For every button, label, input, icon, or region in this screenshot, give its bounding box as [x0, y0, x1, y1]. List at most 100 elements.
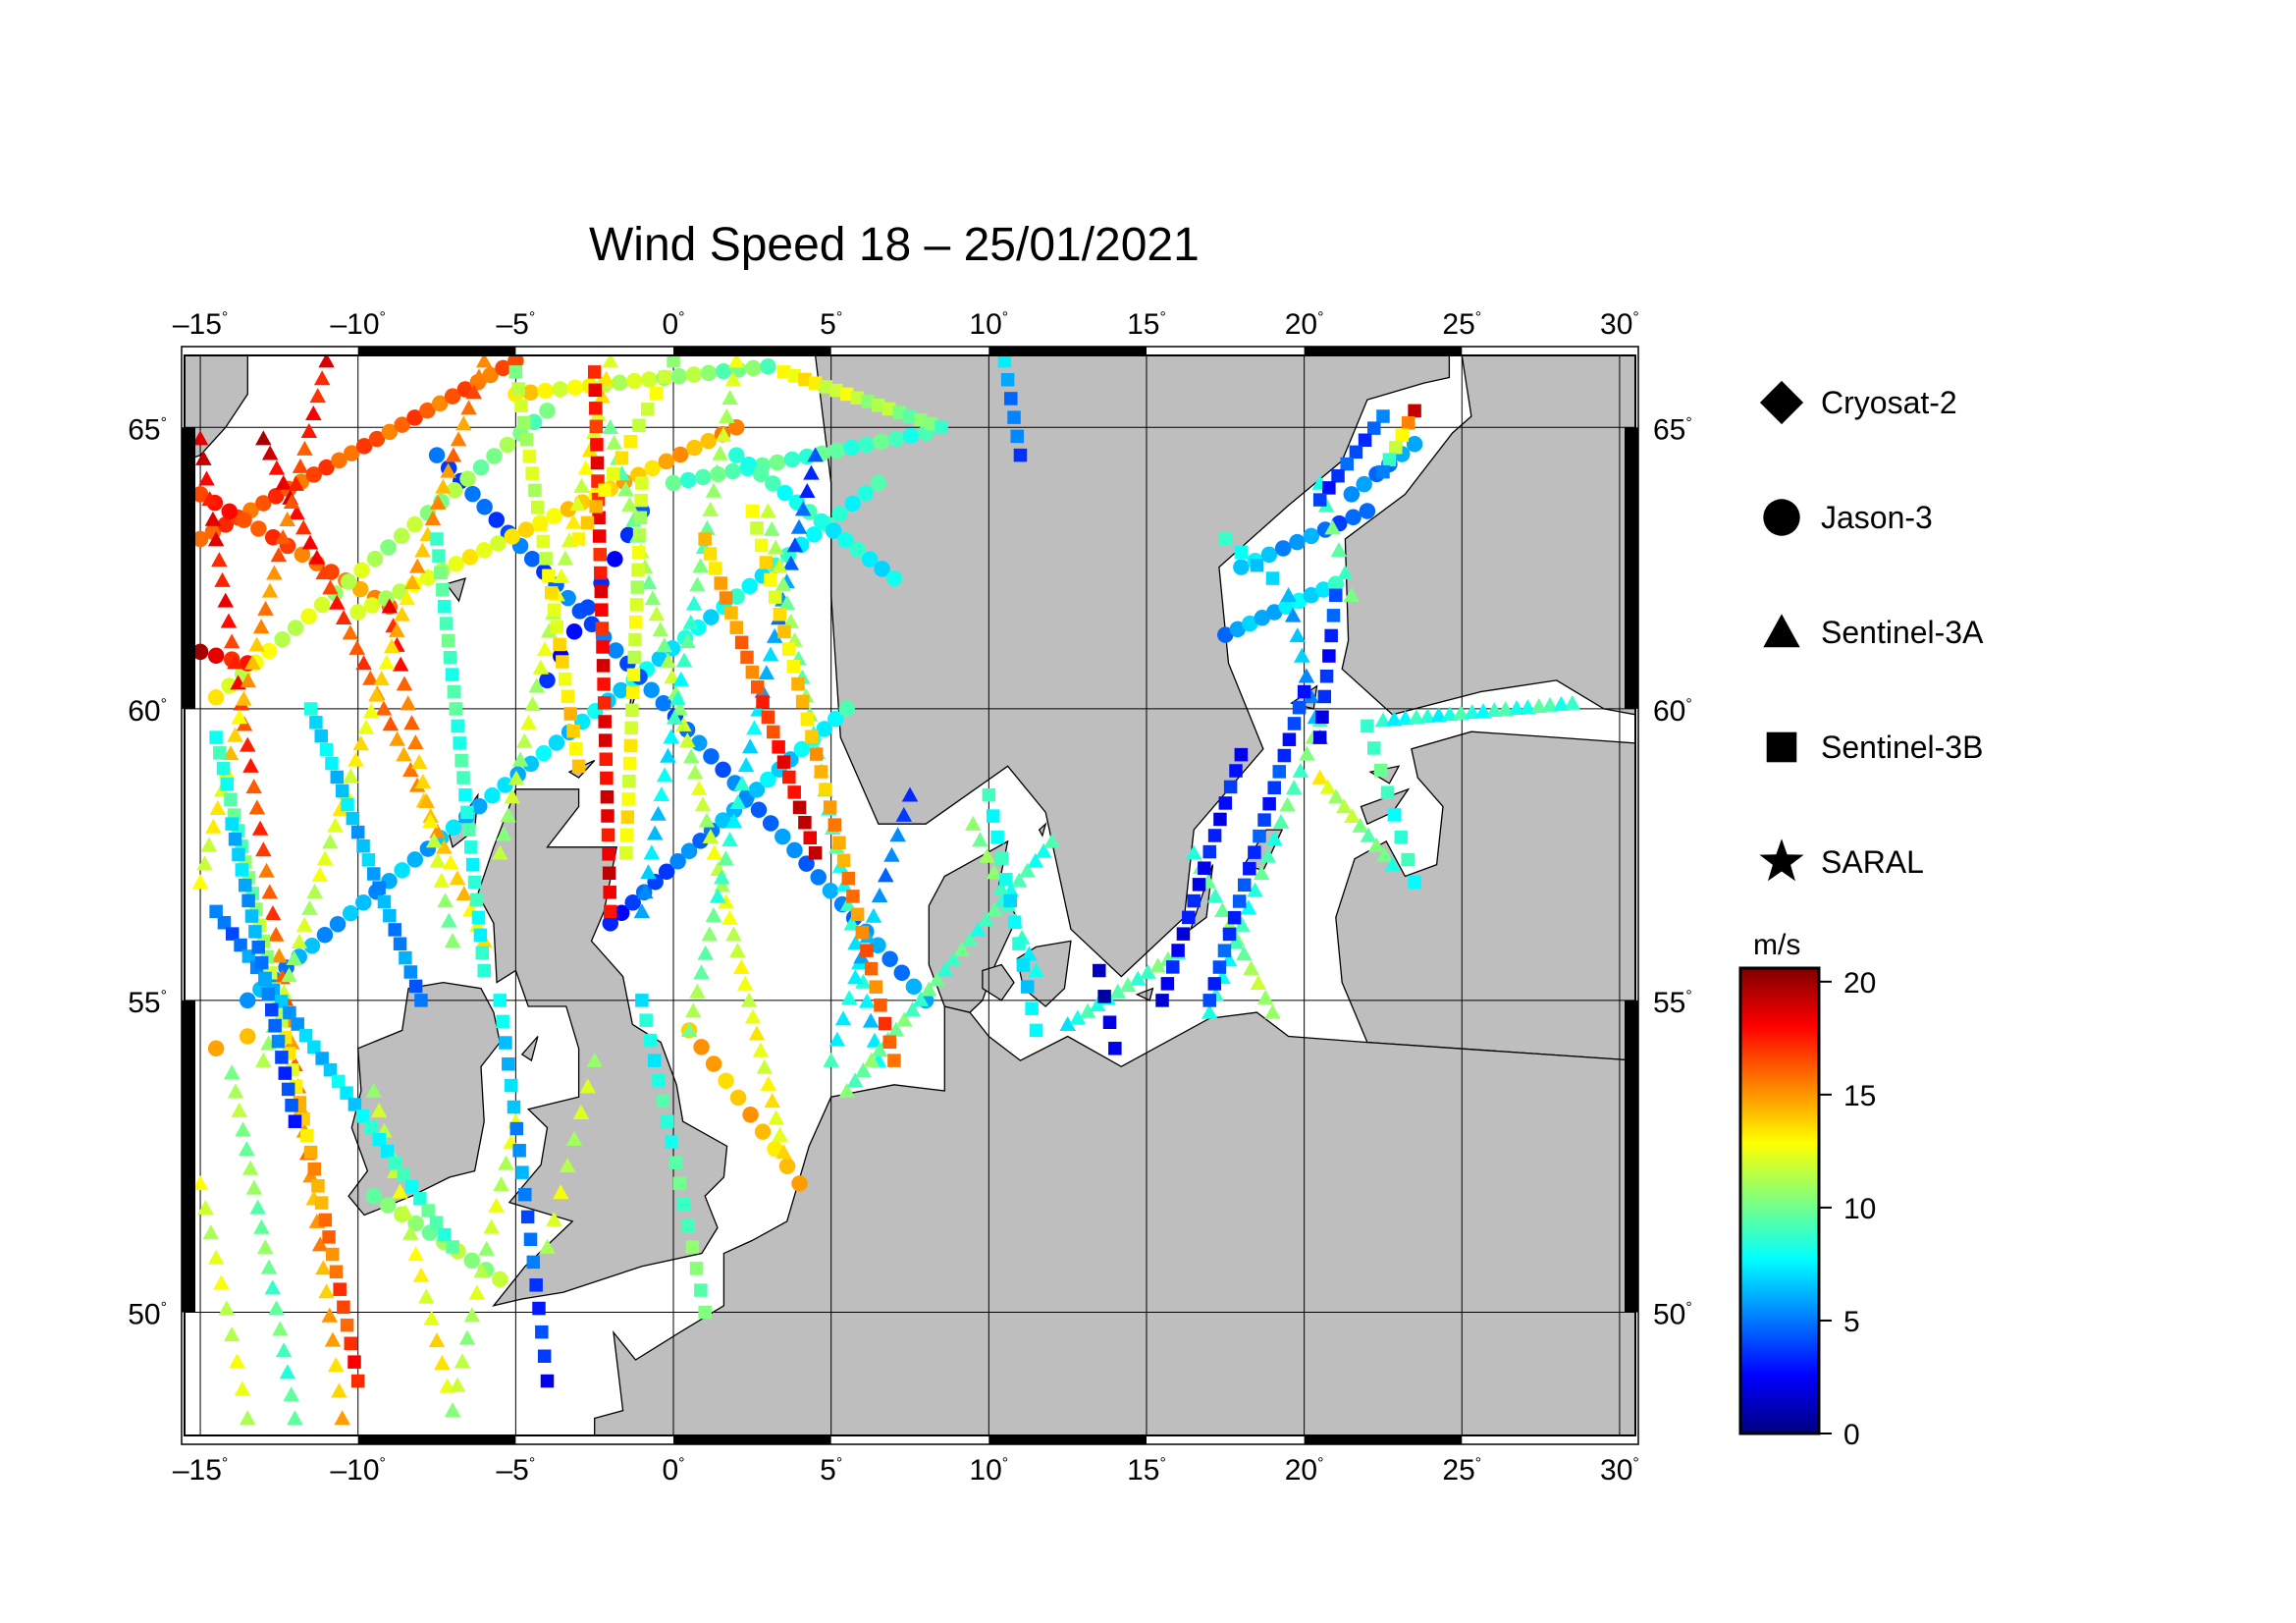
track-point [625, 703, 639, 718]
track-point [240, 673, 257, 688]
track-point [666, 709, 683, 725]
track-point [808, 376, 823, 390]
track-point [709, 562, 722, 575]
track-point [529, 1278, 543, 1292]
track-point [872, 398, 885, 412]
legend-label: Cryosat-2 [1821, 385, 1957, 420]
track-point [305, 466, 322, 483]
track-point [787, 368, 801, 383]
track-point [227, 1083, 244, 1099]
track-point [1218, 532, 1233, 546]
track-point [1212, 960, 1227, 974]
track-point [733, 776, 751, 791]
track-point [556, 655, 569, 669]
track-point [213, 746, 227, 760]
track-point [768, 590, 782, 604]
track-point [945, 951, 962, 967]
track-point [459, 470, 476, 487]
track-point [759, 556, 774, 569]
track-point [462, 823, 476, 837]
track-point [979, 847, 995, 863]
track-point [1266, 604, 1283, 621]
track-point [764, 1093, 780, 1109]
track-point [253, 1218, 270, 1234]
track-point [313, 370, 331, 386]
track-point [207, 1040, 225, 1057]
track-point [982, 787, 996, 802]
track-point [953, 942, 970, 957]
track-point [300, 422, 318, 438]
track-point [634, 493, 648, 508]
frame-bar-right [1625, 1000, 1638, 1313]
track-point [850, 391, 865, 405]
track-point [414, 773, 432, 788]
track-point [1129, 970, 1147, 986]
track-point [792, 800, 807, 815]
track-point [437, 893, 454, 908]
track-point [540, 1374, 555, 1388]
track-point [476, 499, 493, 515]
track-point [255, 841, 272, 857]
frame-bar-top [673, 347, 831, 355]
track-point [1234, 916, 1251, 932]
track-point [679, 732, 696, 748]
track-point [972, 832, 988, 847]
track-point [760, 357, 776, 375]
track-point [517, 521, 535, 538]
track-point [741, 577, 758, 595]
track-point [742, 738, 759, 754]
track-point [798, 816, 812, 830]
track-point [1564, 694, 1580, 710]
track-point [499, 436, 516, 454]
track-point [355, 655, 372, 671]
track-point [281, 967, 297, 983]
track-point [372, 881, 386, 894]
track-point [699, 519, 716, 535]
track-point [1043, 833, 1060, 848]
track-point [557, 550, 574, 566]
track-point [595, 603, 609, 617]
track-point [207, 1249, 225, 1265]
track-point [361, 853, 376, 867]
track-point [1242, 615, 1258, 632]
track-point [728, 447, 745, 463]
track-point [340, 1318, 354, 1332]
track-point [511, 751, 529, 767]
track-point [251, 940, 266, 954]
track-point [383, 908, 397, 923]
track-point [450, 431, 467, 447]
track-point [319, 742, 334, 757]
track-point [586, 1052, 603, 1067]
track-point [596, 640, 610, 654]
track-point [200, 837, 218, 852]
track-point [553, 1184, 569, 1200]
track-point [463, 1307, 481, 1323]
track-point [522, 755, 540, 773]
track-point [202, 1224, 220, 1240]
track-point [1387, 808, 1402, 822]
track-point [828, 1031, 846, 1047]
track-point [240, 1410, 256, 1426]
track-point [365, 1187, 383, 1205]
track-point [632, 545, 646, 560]
legend-label: Sentinel-3A [1821, 615, 1984, 650]
track-point [191, 643, 209, 661]
track-point [454, 753, 468, 768]
track-point [596, 659, 611, 673]
track-point [235, 1121, 251, 1137]
track-point [547, 603, 561, 618]
track-point [843, 439, 860, 457]
track-point [394, 416, 410, 433]
track-point [629, 598, 644, 612]
tick-label: 25° [1442, 308, 1481, 341]
track-point [837, 532, 854, 549]
track-point [640, 574, 658, 590]
track-point [1367, 741, 1381, 755]
track-point [235, 863, 249, 877]
track-point [425, 833, 443, 848]
track-point [303, 702, 318, 716]
track-point [1352, 817, 1369, 833]
track-point [373, 671, 390, 686]
track-point [913, 413, 928, 427]
track-point [191, 530, 209, 548]
